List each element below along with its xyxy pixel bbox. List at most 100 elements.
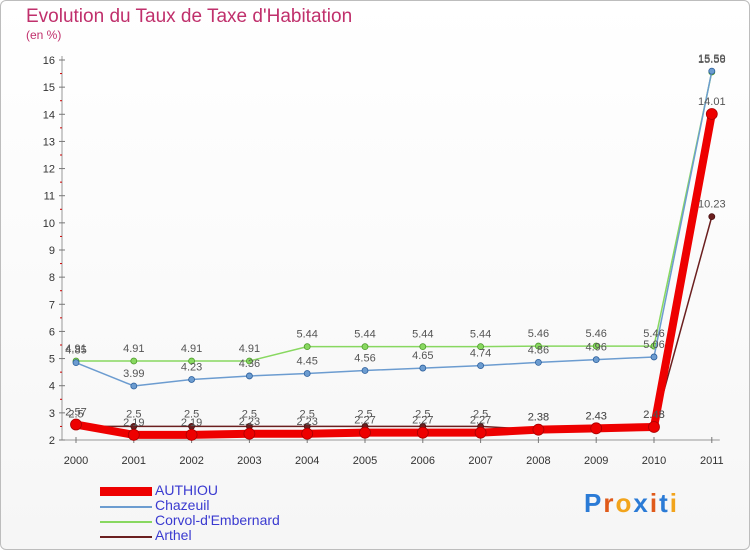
x-tick-label: 2005 [353, 455, 377, 467]
data-point-chazeuil [72, 359, 80, 367]
data-point-chazeuil [303, 370, 311, 377]
x-tick-label: 2006 [411, 455, 435, 467]
data-label-corvol-d-embernard: 4.91 [123, 343, 144, 355]
data-label-authiou: 2.57 [65, 407, 86, 419]
data-point-corvol-d-embernard [535, 342, 542, 350]
data-label-authiou: 14.01 [698, 96, 726, 108]
y-tick-label: 5 [49, 354, 55, 366]
y-tick-label: 7 [49, 299, 55, 311]
y-tick-label: 4 [49, 381, 55, 393]
data-label-arthel: 10.23 [698, 199, 726, 211]
data-point-authiou [127, 428, 140, 441]
data-label-arthel: 2.5 [68, 408, 83, 420]
legend-swatch-arthel [100, 536, 152, 538]
data-label-arthel: 2.5 [415, 408, 430, 420]
y-tick-label: 15 [43, 82, 55, 94]
data-label-arthel: 2.5 [357, 408, 372, 420]
data-point-corvol-d-embernard [245, 357, 253, 365]
data-point-authiou [185, 428, 198, 441]
data-point-authiou [532, 423, 545, 436]
legend-label: Chazeuil [155, 497, 210, 513]
y-tick-label: 3 [49, 408, 55, 420]
y-tick-label: 11 [44, 191, 55, 203]
data-label-arthel: 2.38 [528, 412, 549, 424]
data-label-corvol-d-embernard: 5.44 [354, 329, 375, 341]
y-tick-label: 14 [43, 109, 55, 121]
logo-letter: t [659, 488, 670, 518]
data-label-chazeuil: 4.74 [470, 348, 491, 360]
logo-letter: i [669, 488, 679, 518]
data-point-corvol-d-embernard [361, 343, 369, 351]
data-point-chazeuil [419, 364, 427, 372]
data-point-authiou [705, 108, 718, 120]
x-tick-label: 2001 [122, 455, 146, 467]
data-point-authiou [416, 426, 429, 439]
line-chart: 2 3 4 5 6 7 8 9 10 11 12 13 14 15 16 2000 2001 2002 2003 20… [43, 53, 726, 467]
data-label-authiou: 2.27 [354, 415, 375, 427]
data-point-corvol-d-embernard [130, 357, 138, 365]
series-line-chazeuil [75, 70, 713, 387]
data-point-chazeuil [188, 376, 196, 383]
data-label-corvol-d-embernard: 5.46 [528, 328, 549, 340]
legend-label: AUTHIOU [155, 482, 218, 498]
logo-letter: r [603, 488, 616, 518]
data-point-corvol-d-embernard [303, 343, 311, 351]
data-label-authiou: 2.27 [412, 415, 433, 427]
data-label-arthel: 2.48 [643, 409, 664, 421]
data-label-corvol-d-embernard: 4.91 [181, 343, 202, 355]
x-tick-label: 2007 [468, 455, 492, 467]
data-point-chazeuil [245, 372, 253, 380]
data-label-chazeuil: 4.86 [528, 344, 549, 356]
data-point-chazeuil [361, 367, 369, 374]
data-point-corvol-d-embernard [419, 343, 427, 351]
data-point-authiou [301, 427, 314, 440]
data-label-arthel: 2.5 [473, 408, 488, 420]
data-label-corvol-d-embernard: 15.56 [698, 54, 726, 66]
data-point-chazeuil [708, 67, 716, 75]
data-label-arthel: 2.5 [300, 408, 315, 420]
data-label-corvol-d-embernard: 4.91 [65, 343, 86, 355]
data-label-corvol-d-embernard: 5.44 [296, 329, 317, 341]
data-point-authiou [474, 426, 487, 439]
series-line-arthel [76, 216, 713, 431]
data-label-chazeuil: 4.23 [181, 361, 202, 373]
logo-letter: i [649, 488, 660, 518]
data-label-authiou: 2.38 [528, 412, 549, 424]
y-tick-label: 13 [43, 136, 55, 148]
x-tick-label: 2003 [237, 455, 261, 467]
data-label-chazeuil: 4.45 [296, 356, 317, 368]
data-point-corvol-d-embernard [477, 343, 485, 351]
y-tick-label: 6 [49, 326, 55, 338]
data-label-chazeuil: 4.85 [65, 345, 86, 357]
x-tick-label: 2008 [526, 455, 550, 467]
data-label-corvol-d-embernard: 5.46 [585, 328, 606, 340]
x-tick-label: 2004 [295, 455, 319, 467]
data-point-chazeuil [592, 356, 600, 364]
data-label-arthel: 2.5 [242, 408, 257, 420]
data-label-chazeuil: 4.96 [585, 342, 606, 354]
y-tick-label: 12 [43, 164, 55, 176]
x-tick-label: 2011 [700, 455, 724, 467]
data-label-chazeuil: 4.65 [412, 350, 433, 362]
data-point-authiou [70, 418, 82, 431]
data-label-arthel: 2.5 [126, 408, 141, 420]
data-label-authiou: 2.19 [181, 417, 202, 429]
data-point-corvol-d-embernard [592, 342, 600, 350]
data-point-authiou [359, 426, 371, 439]
data-label-corvol-d-embernard: 4.91 [239, 343, 260, 355]
data-label-authiou: 2.48 [643, 409, 664, 421]
data-label-arthel: 2.5 [184, 408, 199, 420]
data-label-authiou: 2.19 [123, 417, 144, 429]
data-label-corvol-d-embernard: 5.44 [470, 329, 491, 341]
legend-swatch-authiou [100, 487, 152, 496]
logo-letter: o [615, 488, 634, 518]
y-axis-unit: (en %) [26, 28, 62, 42]
x-tick-label: 2010 [642, 455, 666, 467]
y-tick-label: 16 [43, 55, 55, 67]
data-label-authiou: 2.23 [296, 416, 317, 428]
logo-letter: P [584, 488, 604, 518]
chart-title: Evolution du Taux de Taxe d'Habitation [26, 6, 353, 27]
data-label-corvol-d-embernard: 5.46 [643, 328, 664, 340]
data-label-authiou: 2.43 [585, 410, 606, 422]
data-label-chazeuil: 4.56 [354, 353, 375, 365]
